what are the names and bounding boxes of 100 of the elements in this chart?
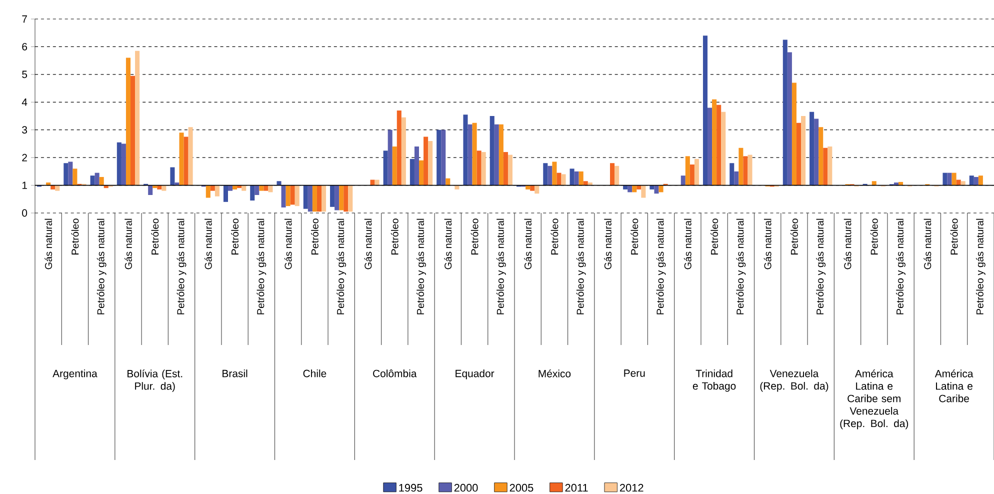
bar	[223, 185, 228, 202]
bar	[441, 130, 446, 186]
x-tick-label: Petróleo	[470, 218, 478, 254]
bar	[828, 146, 832, 186]
bar	[214, 185, 220, 196]
bar	[685, 156, 690, 186]
x-tick-label: Gás natural	[524, 218, 532, 270]
bar	[712, 99, 717, 186]
bar	[942, 172, 948, 186]
bar	[188, 127, 193, 186]
x-tick-label: Petróleo y gás natural	[816, 218, 826, 314]
text: México	[538, 370, 571, 378]
bar	[388, 130, 392, 186]
bar	[130, 76, 136, 186]
x-tick-label: Gás natural	[364, 218, 372, 270]
bar	[570, 168, 574, 186]
bar	[472, 122, 477, 186]
y-tick-label: 6	[22, 43, 28, 50]
bar	[810, 112, 814, 186]
legend-label: 2012	[620, 484, 644, 492]
x-tick-label: Petróleo y gás natural	[576, 218, 586, 314]
bar	[748, 154, 752, 186]
y-tick-label: 7	[22, 15, 27, 23]
bar	[259, 185, 264, 191]
x-tick-label: Gás natural	[764, 218, 772, 270]
bar	[116, 142, 122, 186]
bar	[392, 146, 397, 186]
text: Chile	[303, 370, 326, 378]
bar	[823, 148, 828, 186]
bar	[468, 124, 472, 186]
bar	[680, 176, 686, 186]
bar	[428, 140, 433, 186]
bar	[50, 185, 56, 190]
text: Trinidad e Tobago	[692, 370, 736, 392]
bar	[614, 166, 620, 186]
bar	[818, 127, 824, 186]
bar	[104, 185, 108, 188]
y-tick-label: 4	[22, 98, 28, 106]
x-tick-label: Petróleo	[550, 218, 558, 254]
bar	[281, 185, 286, 208]
text: Peru	[624, 370, 645, 377]
x-tick-label: Petróleo	[151, 218, 159, 254]
x-tick-label: Petróleo	[870, 218, 878, 254]
bar	[690, 164, 694, 186]
x-tick-label: Gás natural	[204, 218, 212, 270]
bar	[650, 185, 654, 190]
x-tick-label: Petróleo y gás natural	[976, 218, 986, 314]
bar	[974, 176, 978, 186]
x-tick-label: Petróleo	[310, 218, 318, 254]
bar	[414, 146, 420, 186]
x-tick-label: Petróleo y gás natural	[656, 218, 666, 314]
x-tick-label: Petróleo y gás natural	[96, 218, 106, 314]
legend-label: 2011	[565, 484, 588, 492]
bar	[702, 36, 708, 186]
bar	[312, 185, 317, 212]
bar	[322, 185, 326, 212]
bar	[730, 163, 734, 186]
bar	[490, 116, 494, 186]
bar	[552, 162, 557, 186]
x-tick-label: Petróleo y gás natural	[736, 218, 746, 314]
bar	[641, 185, 646, 198]
bar	[574, 171, 579, 186]
x-tick-label: Gás natural	[924, 218, 932, 270]
text: Argentina	[52, 370, 98, 380]
bar	[370, 180, 375, 186]
bar	[636, 185, 642, 190]
bar	[632, 185, 637, 192]
x-tick-label: Petróleo	[790, 218, 798, 254]
bar	[94, 172, 100, 186]
x-tick-label: Petróleo	[71, 218, 79, 254]
x-tick-label: Petróleo	[231, 218, 239, 254]
bar	[454, 185, 460, 190]
bar	[383, 150, 388, 186]
bar	[179, 132, 184, 186]
bar	[526, 185, 530, 190]
bar	[476, 150, 482, 186]
bar	[184, 136, 188, 186]
bar	[436, 130, 442, 186]
bar	[578, 171, 584, 186]
bar	[814, 118, 819, 186]
x-tick-label: Petróleo	[630, 218, 638, 254]
bar	[170, 167, 175, 186]
x-tick-label: Petróleo	[710, 218, 718, 254]
text: Bolívia (Est. Plur. da)	[128, 370, 182, 392]
y-tick-label: 1	[22, 182, 27, 189]
x-tick-label: Petróleo y gás natural	[416, 218, 426, 314]
y-tick-label: 0	[22, 209, 28, 217]
bar	[68, 162, 73, 186]
bar	[503, 152, 508, 186]
text: América Latina e Caribe sem Venezuela (Rep. Bol. da)	[840, 370, 908, 430]
y-tick-label: 2	[22, 154, 27, 162]
x-tick-label: Petróleo	[390, 218, 398, 254]
bar	[419, 160, 424, 186]
bar	[708, 108, 712, 186]
bar	[694, 158, 699, 186]
bar	[410, 158, 414, 186]
bar	[286, 185, 290, 206]
x-tick-label: Gás natural	[604, 218, 612, 270]
bar	[152, 185, 158, 188]
bar	[254, 185, 260, 195]
